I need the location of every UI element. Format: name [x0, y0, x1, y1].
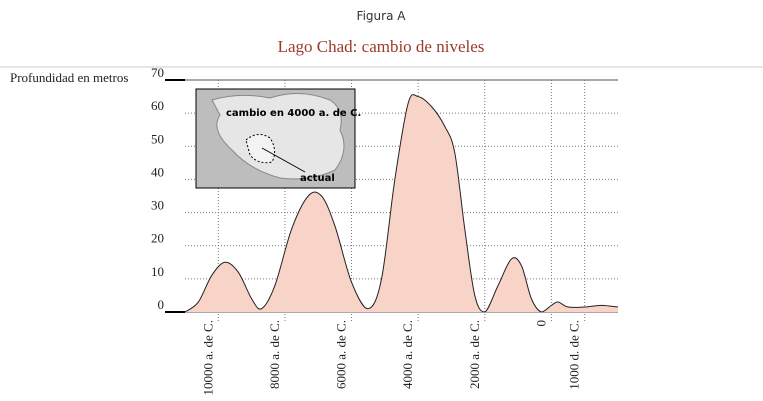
x-tick-label: 2000 a. de C. — [467, 320, 482, 389]
chart-title: Lago Chad: cambio de niveles — [278, 37, 485, 56]
area-outline — [184, 94, 619, 313]
y-tick-label: 50 — [151, 131, 164, 146]
y-axis-label: Profundidad en metros — [10, 70, 128, 85]
y-tick-label: 20 — [151, 231, 164, 246]
y-tick-label: 10 — [151, 264, 164, 279]
x-tick-label: 0 — [533, 320, 548, 327]
y-tick-label: 0 — [158, 297, 165, 312]
y-tick-label: 60 — [151, 98, 164, 113]
x-tick-label: 1000 d. de C. — [567, 320, 582, 390]
y-tick-label: 40 — [151, 164, 164, 179]
x-tick-label: 4000 a. de C. — [400, 320, 415, 389]
y-tick-label: 70 — [151, 65, 164, 80]
inset-lake-past — [211, 93, 345, 180]
x-tick-label: 8000 a. de C. — [267, 320, 282, 389]
inset-map: cambio en 4000 a. de C. actual — [195, 88, 361, 189]
x-tick-label: 6000 a. de C. — [334, 320, 349, 389]
inset-label: cambio en 4000 a. de C. — [226, 108, 361, 119]
x-tick-label: 10000 a. de C. — [200, 320, 215, 395]
figure-label: Figura A — [357, 9, 407, 23]
inset-pointer — [261, 147, 306, 173]
inset-lake-now — [245, 134, 276, 164]
area — [185, 94, 618, 312]
inset-label: actual — [300, 173, 335, 184]
y-tick-label: 30 — [151, 198, 164, 213]
